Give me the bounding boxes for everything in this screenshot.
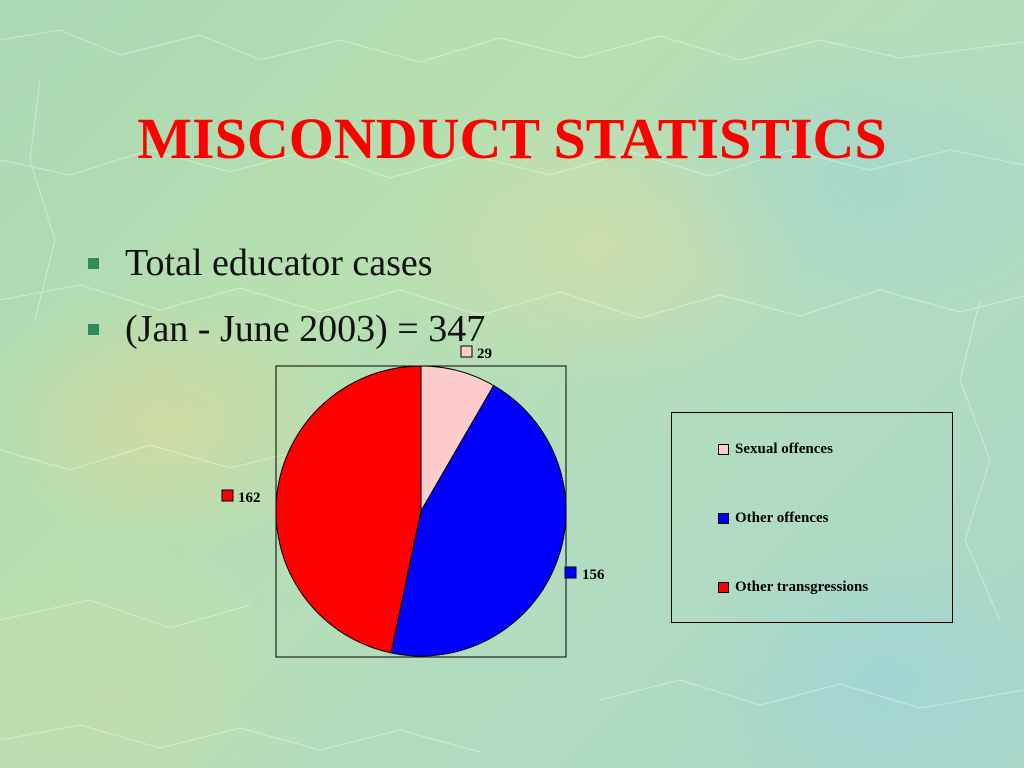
pie-data-labels: 29 156 162: [221, 345, 605, 583]
data-label: 162: [238, 490, 261, 506]
bullet-text: Total educator cases: [125, 242, 433, 284]
pie-slice: [275, 365, 422, 654]
data-label-swatch-icon: [460, 345, 473, 358]
pie-slice: [390, 384, 567, 657]
legend-item: Sexual offences: [718, 441, 833, 458]
slide-title: MISCONDUCT STATISTICS: [137, 106, 887, 171]
bullet-item: Total educator cases: [88, 230, 485, 296]
legend-swatch-icon: [718, 582, 729, 593]
data-label-swatch-icon: [564, 566, 577, 579]
bullet-item: (Jan - June 2003) = 347: [88, 296, 485, 362]
bullet-square-icon: [88, 323, 99, 335]
bullet-list: Total educator cases (Jan - June 2003) =…: [88, 230, 485, 362]
data-label-swatch-icon: [221, 489, 234, 502]
data-label: 156: [582, 567, 605, 583]
legend-item: Other transgressions: [718, 579, 868, 596]
legend-label: Other offences: [735, 510, 829, 526]
bullet-square-icon: [88, 257, 99, 269]
bullet-text: (Jan - June 2003) = 347: [125, 308, 486, 350]
legend-swatch-icon: [718, 513, 729, 524]
data-label: 29: [477, 346, 492, 362]
legend-label: Sexual offences: [735, 441, 833, 457]
pie-slices: [275, 365, 567, 657]
legend-swatch-icon: [718, 444, 729, 455]
legend-label: Other transgressions: [735, 579, 869, 595]
chart-legend: Sexual offences Other offences Other tra…: [671, 412, 953, 623]
legend-item: Other offences: [718, 510, 828, 527]
